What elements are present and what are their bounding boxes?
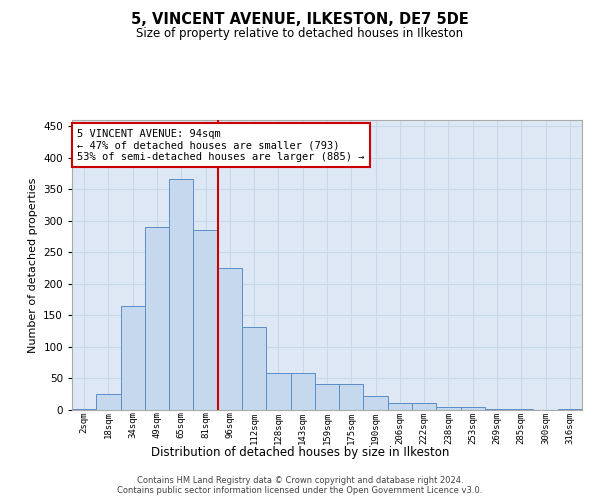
Text: Distribution of detached houses by size in Ilkeston: Distribution of detached houses by size … (151, 446, 449, 459)
Bar (388, 403, 412, 410)
Bar (461, 408, 485, 410)
Bar (193, 230, 218, 410)
Bar (436, 407, 461, 410)
Bar (72, 408, 96, 410)
Bar (96, 394, 121, 410)
Bar (412, 403, 436, 410)
Bar (364, 396, 388, 410)
Bar (169, 178, 193, 410)
Text: Size of property relative to detached houses in Ilkeston: Size of property relative to detached ho… (136, 28, 464, 40)
Bar (485, 408, 509, 410)
Y-axis label: Number of detached properties: Number of detached properties (28, 178, 38, 352)
Bar (145, 226, 169, 410)
Bar (266, 373, 290, 410)
Text: Contains HM Land Registry data © Crown copyright and database right 2024.
Contai: Contains HM Land Registry data © Crown c… (118, 476, 482, 495)
Bar (242, 327, 266, 410)
Bar (121, 306, 145, 410)
Bar (339, 384, 364, 410)
Text: 5 VINCENT AVENUE: 94sqm
← 47% of detached houses are smaller (793)
53% of semi-d: 5 VINCENT AVENUE: 94sqm ← 47% of detache… (77, 128, 365, 162)
Text: 5, VINCENT AVENUE, ILKESTON, DE7 5DE: 5, VINCENT AVENUE, ILKESTON, DE7 5DE (131, 12, 469, 28)
Bar (290, 373, 315, 410)
Bar (218, 268, 242, 410)
Bar (315, 384, 339, 410)
